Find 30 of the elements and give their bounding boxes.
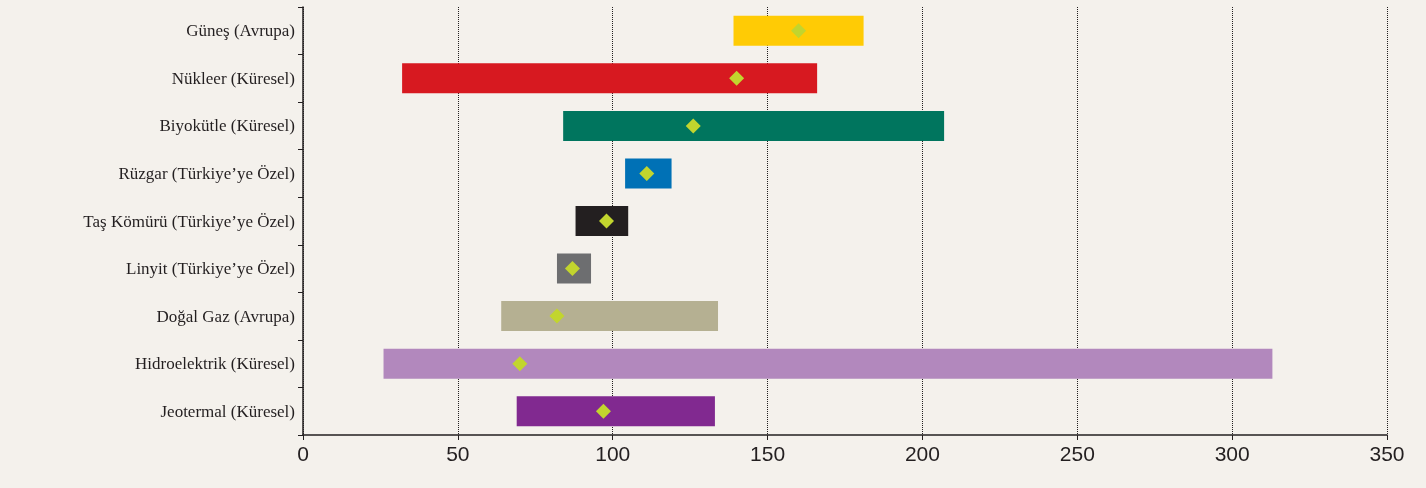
y-tick-label: Rüzgar (Türkiye’ye Özel) bbox=[118, 163, 295, 183]
y-tick-label: Linyit (Türkiye’ye Özel) bbox=[126, 259, 295, 279]
y-tick-label: Taş Kömürü (Türkiye’ye Özel) bbox=[83, 211, 295, 231]
y-tick-label: Güneş (Avrupa) bbox=[186, 21, 295, 41]
x-tick-label: 200 bbox=[904, 442, 940, 465]
point bbox=[729, 70, 745, 86]
point bbox=[791, 23, 807, 39]
y-tick-label: Biyokütle (Küresel) bbox=[159, 116, 295, 136]
x-tick-label: 350 bbox=[1369, 442, 1405, 465]
x-tick-label: 50 bbox=[446, 442, 470, 465]
bar bbox=[733, 15, 864, 46]
x-tick-label: 0 bbox=[297, 442, 309, 465]
x-tick-label: 300 bbox=[1214, 442, 1250, 465]
x-tick-label: 100 bbox=[595, 442, 631, 465]
bar bbox=[501, 301, 719, 332]
bar bbox=[402, 63, 818, 94]
bar bbox=[563, 110, 945, 141]
x-tick-label: 250 bbox=[1059, 442, 1095, 465]
point bbox=[512, 356, 528, 372]
y-tick-label: Jeotermal (Küresel) bbox=[160, 401, 295, 421]
y-tick-label: Hidroelektrik (Küresel) bbox=[134, 354, 295, 374]
point bbox=[685, 118, 701, 134]
y-tick-label: Nükleer (Küresel) bbox=[171, 68, 295, 88]
x-tick-label: 150 bbox=[750, 442, 786, 465]
y-tick-label: Doğal Gaz (Avrupa) bbox=[156, 306, 295, 326]
bar bbox=[383, 348, 1273, 379]
bar bbox=[516, 396, 715, 427]
point bbox=[549, 308, 565, 324]
point bbox=[595, 403, 611, 419]
bar bbox=[625, 158, 672, 189]
